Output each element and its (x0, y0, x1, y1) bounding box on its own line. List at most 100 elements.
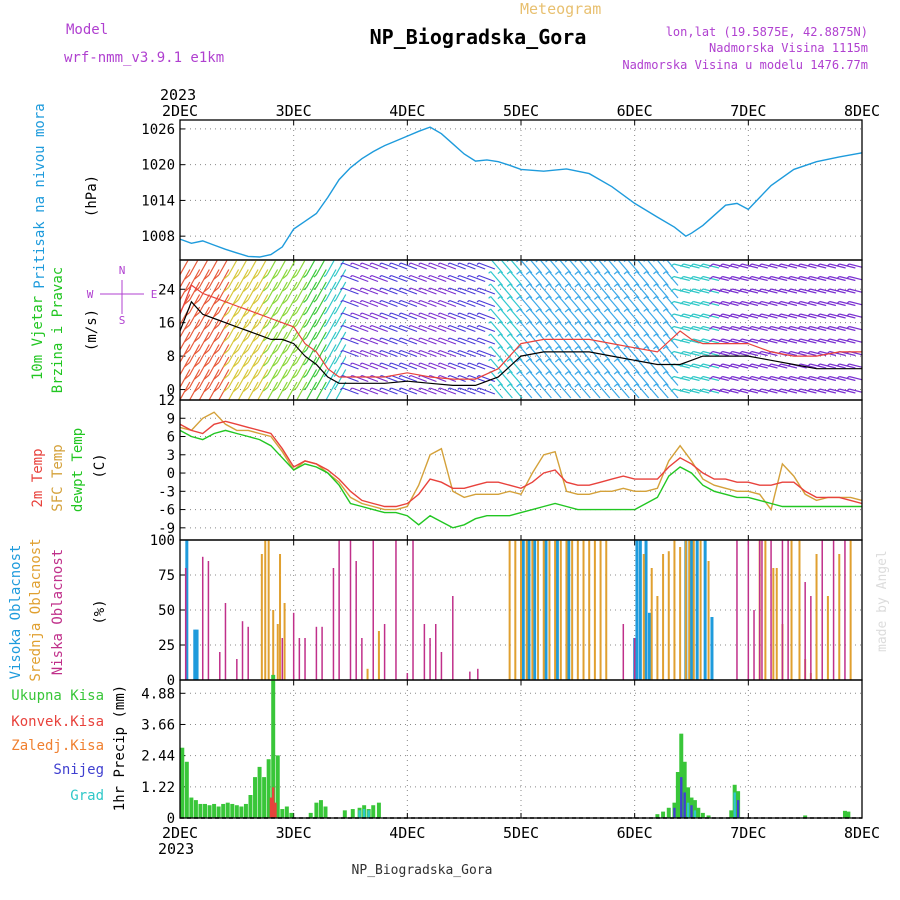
wind-barb-flag (748, 363, 753, 368)
precip-total-bar (243, 803, 248, 818)
cloud-mid-bar (531, 540, 534, 680)
wind-barb-flag (623, 346, 628, 350)
wind-barb-flag (709, 313, 714, 318)
cloud-low-bar (298, 638, 301, 680)
wind-barb-flag (253, 274, 259, 280)
cloud-low-bar (810, 596, 812, 680)
wind-barb-flag (738, 301, 743, 305)
wind-barb (607, 283, 621, 299)
wind-barb-flag (643, 296, 647, 300)
wind-barb-flag (388, 300, 392, 303)
wind-barb-flag (333, 287, 337, 290)
wind-barb-flag (662, 283, 667, 287)
wind-barb-flag (594, 283, 599, 288)
wind-barb-flag (428, 325, 431, 328)
cloud-high-bar (690, 540, 693, 680)
wind-barb-flag (584, 308, 589, 313)
wind-barb (449, 312, 466, 320)
wind-barb (371, 349, 388, 358)
wind-barb (410, 274, 427, 283)
wind-barb (848, 338, 862, 343)
wind-barb-flag (243, 299, 249, 305)
wind-barb-flag (467, 312, 470, 315)
wind-barb (247, 356, 259, 376)
wind-barb-flag (428, 337, 431, 340)
wind-barb (286, 356, 298, 376)
wind-barb-flag (194, 387, 200, 393)
wind-barb-flag (653, 358, 657, 362)
cloud-mid-bar (520, 540, 522, 680)
wind-barb (587, 283, 601, 299)
precip-legend-hail: Grad (70, 788, 104, 804)
cloud-low-bar (247, 626, 249, 680)
y-tick-label: 50 (158, 603, 175, 619)
wind-barb (306, 260, 316, 276)
wind-barb (276, 331, 288, 351)
wind-barb (361, 362, 379, 370)
precip-total-bar (284, 806, 289, 818)
wind-barb-flag (184, 287, 191, 293)
wind-barb-flag (333, 274, 337, 277)
wind-barb (315, 319, 327, 338)
wind-barb-flag (369, 325, 373, 328)
y-tick-label: -9 (158, 521, 175, 537)
cloud-low-bar (844, 540, 846, 680)
wind-barb-flag (447, 275, 451, 278)
wind-barb-flag (777, 288, 782, 292)
wind-barb (607, 296, 621, 311)
wind-barb (352, 299, 369, 308)
wind-barb (257, 331, 269, 351)
wind-barb (306, 319, 318, 338)
wind-barb-flag (836, 388, 840, 392)
wind-barb (627, 260, 640, 274)
wind-barb-flag (816, 301, 821, 305)
wind-barb-flag (525, 358, 531, 363)
wind-barb (490, 308, 504, 324)
wind-barb (490, 271, 504, 286)
cloud-low-bar (315, 626, 318, 680)
wind-barb (352, 337, 369, 345)
wind-barb-flag (574, 271, 579, 275)
top-time-axis: 2DEC 3DEC 4DEC 5DEC 6DEC 7DEC 8DEC (162, 102, 880, 120)
wind-barb (468, 274, 486, 283)
wind-barb-flag (457, 300, 460, 303)
wind-barb-flag (369, 300, 373, 303)
wind-barb-flag (253, 349, 259, 355)
wind-barb (616, 321, 630, 336)
wind-barb (342, 324, 359, 333)
wind-barb (509, 383, 523, 399)
cloud-mid-bar (272, 610, 275, 680)
cloud-low-bar (207, 561, 210, 680)
wind-barb-flag (223, 337, 229, 343)
y-tick-label: 8 (167, 349, 175, 365)
wind-barb-flag (516, 271, 521, 275)
wind-barb-flag (447, 262, 451, 265)
wind-barb (655, 296, 669, 311)
wind-barb-flag (516, 308, 521, 313)
wind-barb (538, 321, 552, 336)
wind-barb (342, 299, 359, 308)
precip-total-bar (842, 810, 847, 818)
wind-barb-flag (623, 296, 628, 300)
wind-barb (587, 308, 601, 324)
wind-barb (558, 271, 572, 286)
wind-barb (391, 387, 408, 395)
precip-legend-strat: Zaledj.Kisa (11, 738, 104, 754)
wind-barb-flag (603, 271, 608, 275)
wind-barb-flag (340, 350, 343, 353)
wind-barb (587, 346, 601, 361)
wind-barb (420, 387, 437, 395)
wind-barb (449, 349, 466, 358)
wind-barb-flag (633, 308, 638, 312)
wind-barb (478, 387, 496, 395)
temp-dewpt-line (179, 429, 862, 529)
wind-barb (449, 362, 466, 370)
cloud-low-bar (338, 540, 340, 680)
wind-barb-flag (689, 301, 694, 305)
wind-barb-flag (203, 349, 210, 355)
wind-barb (247, 331, 259, 351)
wind-barb-flag (506, 346, 511, 350)
wind-barb (257, 281, 269, 301)
wind-barb (478, 312, 496, 320)
wind-barb-flag (292, 349, 298, 354)
